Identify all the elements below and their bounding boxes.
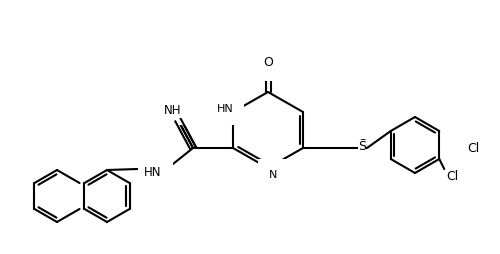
Text: Cl: Cl (446, 170, 458, 183)
Text: N: N (269, 170, 277, 180)
Text: HN: HN (144, 167, 162, 180)
Text: S: S (358, 138, 366, 151)
Text: S: S (358, 139, 366, 152)
Polygon shape (153, 100, 193, 125)
Text: O: O (263, 56, 273, 69)
Text: N: N (269, 170, 277, 180)
Text: HN: HN (216, 104, 234, 114)
Text: HN: HN (146, 166, 164, 176)
Text: NH: NH (166, 105, 184, 119)
Text: NH: NH (164, 104, 182, 118)
Polygon shape (138, 163, 173, 180)
Text: Cl: Cl (467, 141, 479, 154)
Text: O: O (263, 56, 273, 69)
Polygon shape (367, 113, 475, 183)
Text: HN: HN (216, 104, 234, 114)
